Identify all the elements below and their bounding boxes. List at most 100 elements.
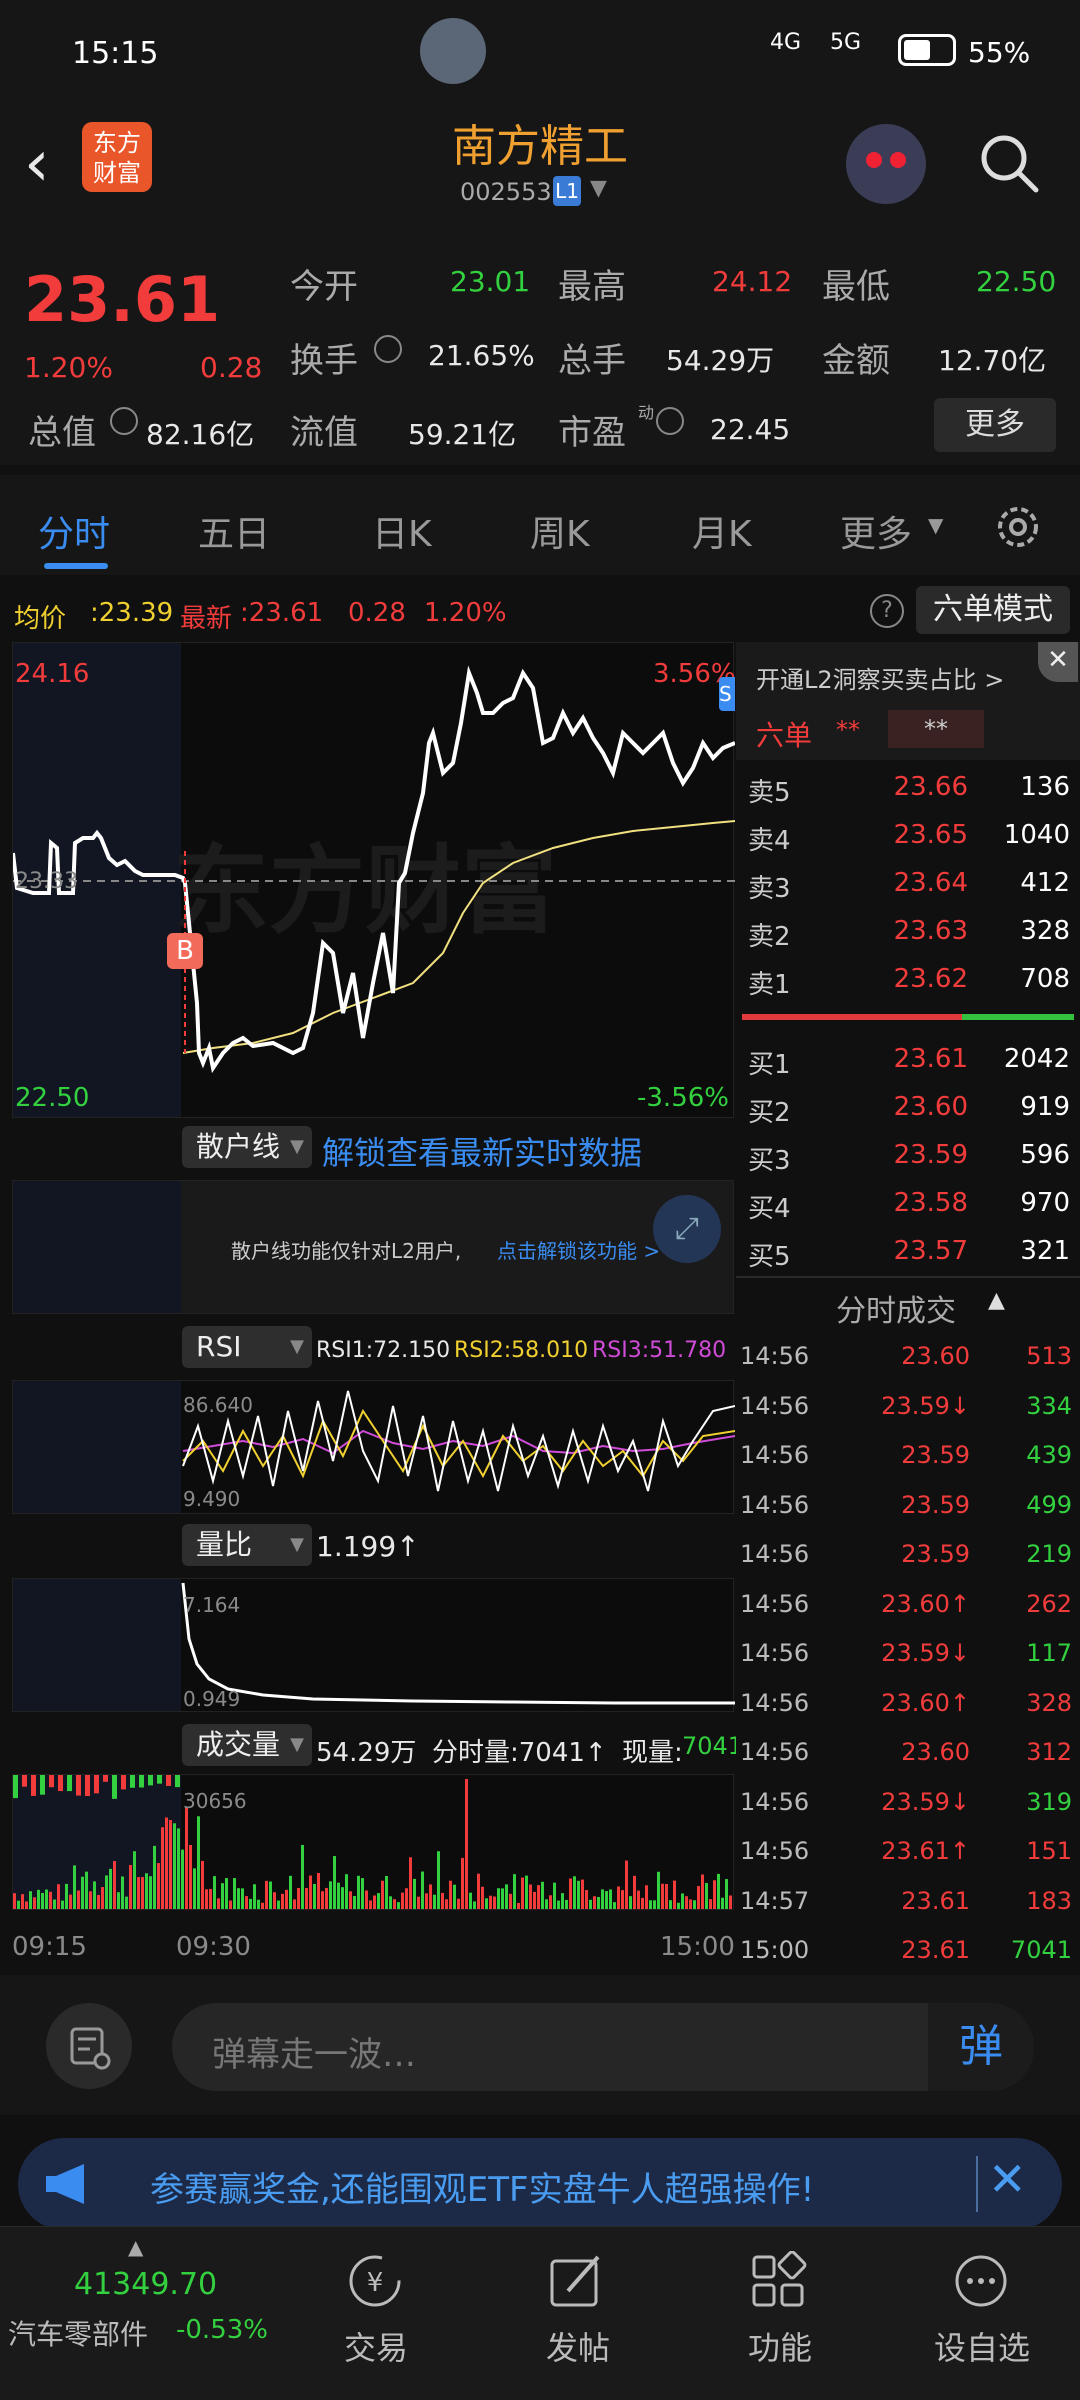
barrage-settings-icon[interactable] (46, 2003, 132, 2089)
volume-bar (681, 1893, 684, 1909)
more-button[interactable]: 更多 (934, 398, 1056, 452)
ask-level-row[interactable]: 卖5 23.66 136 (748, 766, 1078, 810)
gear-icon[interactable] (992, 501, 1044, 553)
tick-price: 23.61 (901, 1936, 970, 1964)
close-icon[interactable]: ✕ (1038, 642, 1078, 682)
back-icon[interactable]: ‹ (24, 127, 50, 201)
tick-price: 23.60 (901, 1342, 970, 1370)
volume-bar (465, 1779, 468, 1909)
nav-trade[interactable]: 交易 (343, 2329, 408, 2367)
ticks-title[interactable]: 分时成交 (836, 1294, 956, 1329)
barrage-send-button[interactable]: 弹 (928, 2003, 1034, 2091)
index-name[interactable]: 汽车零部件 (8, 2318, 149, 2351)
ask-level-row[interactable]: 卖3 23.64 412 (748, 862, 1078, 906)
rsi-dropdown[interactable]: RSI ▼ (182, 1326, 312, 1368)
intraday-chart[interactable]: 东方财富 24.16 22.50 23.33 3.56% -3.56% B S (12, 642, 736, 1118)
tab-monthly-k[interactable]: 月K (692, 514, 752, 555)
sell-marker[interactable]: S (719, 677, 735, 711)
watchlist-icon[interactable] (948, 2251, 1014, 2311)
close-icon[interactable]: ✕ (988, 2152, 1027, 2206)
tick-list[interactable]: 14:56 23.60 513 14:56 23.59↓ 334 14:56 23.59 439… (736, 1332, 1080, 1972)
level-badge[interactable]: L1 (553, 176, 581, 206)
volume-ratio-dropdown[interactable]: 量比 ▼ (182, 1524, 312, 1566)
volume-bar (421, 1871, 424, 1909)
buy-marker[interactable]: B (167, 933, 203, 969)
post-icon[interactable] (544, 2251, 610, 2311)
volume-dropdown[interactable]: 成交量 ▼ (182, 1724, 312, 1766)
tick-volume: 334 (1026, 1391, 1072, 1420)
bid-level-row[interactable]: 买2 23.60 919 (748, 1086, 1078, 1130)
info-icon[interactable] (374, 335, 402, 363)
top-price-label: 24.16 (15, 659, 90, 689)
volume-bar (22, 1775, 27, 1787)
volume-bar (501, 1888, 504, 1909)
tick-price: 23.59 (901, 1540, 970, 1568)
volume-bar (173, 1823, 176, 1909)
help-icon[interactable]: ? (870, 594, 904, 628)
volume-bar (709, 1899, 712, 1909)
promo-banner[interactable]: 参赛赢奖金,还能围观ETF实盘牛人超强操作! ✕ (18, 2138, 1062, 2230)
info-icon[interactable] (110, 407, 138, 435)
volume-bar (76, 1775, 81, 1796)
app-logo[interactable]: 东方财富 (82, 122, 152, 192)
buy-ratio-bar (962, 1014, 1074, 1020)
tab-five-day[interactable]: 五日 (198, 514, 271, 555)
tab-more[interactable]: 更多 (840, 514, 913, 555)
index-percent[interactable]: -0.53% (176, 2315, 268, 2345)
minute-volume: 分时量:7041↑ (432, 1738, 607, 1768)
bid-level-row[interactable]: 买3 23.59 596 (748, 1134, 1078, 1178)
index-value[interactable]: 41349.70 (74, 2267, 218, 2302)
unlock-feature-link[interactable]: 点击解锁该功能 > (497, 1239, 661, 1263)
bid-level-row[interactable]: 买4 23.58 970 (748, 1182, 1078, 1226)
volume-bar (645, 1885, 648, 1909)
nav-post[interactable]: 发帖 (545, 2329, 610, 2367)
trade-icon[interactable]: ¥ (342, 2251, 408, 2311)
tab-daily-k[interactable]: 日K (372, 514, 432, 555)
volume-bar (157, 1863, 160, 1909)
volume-bar (229, 1900, 232, 1909)
volume-bar (405, 1888, 408, 1909)
volume-bar (101, 1887, 104, 1909)
tick-row: 14:56 23.60 312 (740, 1728, 1076, 1778)
l2-promo-link[interactable]: 开通L2洞察买卖占比 > (756, 666, 1005, 694)
tab-weekly-k[interactable]: 周K (530, 514, 590, 555)
ask-level-row[interactable]: 卖2 23.63 328 (748, 910, 1078, 954)
volume-bar (153, 1845, 156, 1909)
ask-level-row[interactable]: 卖1 23.62 708 (748, 958, 1078, 1002)
volume-bar (33, 1897, 36, 1909)
nav-watchlist[interactable]: 设自选 (933, 2329, 1030, 2367)
chevron-up-icon[interactable]: ▲ (988, 1288, 1005, 1313)
bid-level-row[interactable]: 买1 23.61 2042 (748, 1038, 1078, 1082)
volume-bar (453, 1884, 456, 1909)
retail-line-dropdown[interactable]: 散户线 ▼ (182, 1126, 312, 1168)
volume-bar (221, 1883, 224, 1909)
volume-bar (693, 1900, 696, 1909)
volume-bar (625, 1860, 628, 1909)
expand-icon[interactable]: ⤢ (653, 1195, 721, 1263)
volume-bar (25, 1901, 28, 1909)
chevron-down-icon[interactable]: ▼ (928, 513, 944, 537)
search-icon[interactable] (978, 132, 1040, 194)
volume-bar (725, 1879, 728, 1909)
chevron-down-icon[interactable]: ▼ (590, 176, 607, 201)
tick-time: 14:56 (740, 1342, 810, 1370)
volume-bar (517, 1902, 520, 1909)
turnover-value: 21.65% (428, 339, 535, 372)
barrage-input[interactable]: 弹幕走一波… 弹 (172, 2003, 1034, 2091)
tab-intraday[interactable]: 分时 (38, 514, 111, 555)
price-lines (13, 665, 735, 1074)
tick-volume: 117 (1026, 1639, 1072, 1667)
volume-bar (345, 1874, 348, 1909)
six-order-mode-button[interactable]: 六单模式 (916, 586, 1070, 634)
chevron-up-icon[interactable]: ▲ (128, 2235, 144, 2259)
unlock-realtime-link[interactable]: 解锁查看最新实时数据 (322, 1134, 643, 1172)
current-volume: 7041 (682, 1732, 744, 1760)
volume-bar (417, 1896, 420, 1909)
functions-icon[interactable] (746, 2251, 812, 2311)
assistant-robot-icon[interactable] (846, 124, 926, 204)
bid-level-row[interactable]: 买5 23.57 321 (748, 1230, 1078, 1274)
nav-functions[interactable]: 功能 (747, 2329, 812, 2367)
tick-volume: 499 (1026, 1490, 1072, 1519)
ask-level-row[interactable]: 卖4 23.65 1040 (748, 814, 1078, 858)
info-icon[interactable] (656, 407, 684, 435)
